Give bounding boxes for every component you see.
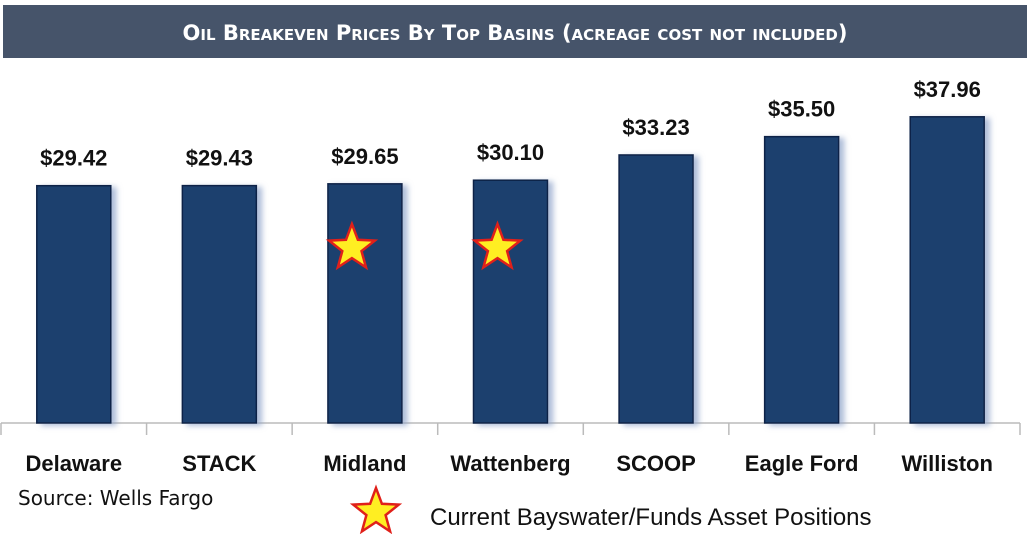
source: Source: Wells Fargo — [18, 486, 213, 510]
value-label: $35.50 — [768, 97, 835, 122]
bar — [618, 154, 694, 424]
x-tick-label: SCOOP — [616, 451, 695, 476]
value-label: $29.65 — [331, 144, 398, 169]
value-label: $33.23 — [622, 115, 689, 140]
value-label: $29.42 — [40, 146, 107, 171]
bar — [327, 183, 403, 424]
title-banner — [3, 5, 1027, 58]
x-tick-label: Eagle Ford — [745, 451, 859, 476]
bar — [763, 135, 840, 424]
chart-title: Oil Breakeven Prices By Top Basins (acre… — [183, 21, 848, 45]
value-label: $30.10 — [477, 140, 544, 165]
value-label: $37.96 — [914, 77, 981, 102]
x-tick-label: Williston — [901, 451, 992, 476]
bar — [472, 179, 549, 424]
x-tick-label: Delaware — [25, 451, 122, 476]
x-tick-label: Midland — [323, 451, 406, 476]
x-tick-label: Wattenberg — [450, 451, 570, 476]
legend-marker — [349, 484, 403, 534]
legend-label: Current Bayswater/Funds Asset Positions — [430, 504, 872, 531]
bar — [181, 184, 258, 424]
bar — [909, 116, 985, 424]
bar — [36, 184, 112, 424]
value-label: $29.43 — [186, 146, 253, 171]
highlight-star — [471, 220, 524, 271]
x-tick-label: STACK — [182, 451, 256, 476]
highlight-star — [325, 220, 379, 271]
